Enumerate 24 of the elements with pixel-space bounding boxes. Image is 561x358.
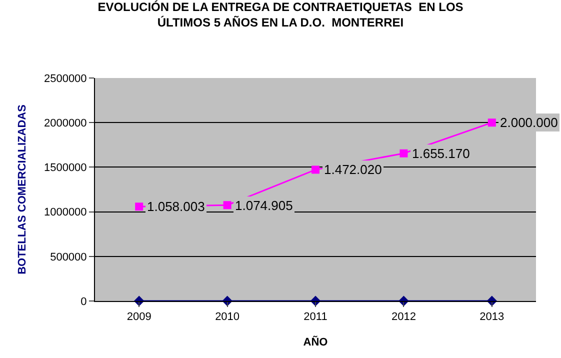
point — [135, 202, 144, 211]
x-tick-label: 2009 — [126, 311, 152, 324]
y-tick-label: 500000 — [50, 251, 87, 264]
point — [488, 118, 496, 127]
y-axis-title: BOTELLAS COMERCIALIZADAS — [16, 104, 29, 274]
x-tick-label: 2012 — [391, 311, 416, 324]
y-tick-label: 2000000 — [44, 117, 87, 130]
data-label: 1.472.020 — [324, 162, 382, 177]
x-tick-label: 2013 — [480, 311, 504, 324]
x-axis-title: AÑO — [303, 335, 328, 348]
point — [312, 166, 320, 174]
x-tick-label: 2010 — [215, 311, 240, 324]
y-tick-label: 0 — [80, 296, 87, 308]
point — [400, 149, 408, 158]
y-tick-label: 1000000 — [44, 206, 87, 219]
x-tick-label: 2011 — [304, 311, 328, 324]
data-label: 2.000.000 — [500, 115, 558, 130]
data-label: 1.074.905 — [235, 198, 293, 213]
data-label: 1.655.170 — [412, 146, 470, 161]
chart-title: EVOLUCIÓN DE LA ENTREGA DE CONTRAETIQUETAS EN LOS ÚLTIMOS 5 AÑOS EN LA D.O. MONTERREI — [98, 0, 464, 30]
y-tick-label: 1500000 — [44, 162, 87, 174]
data-label: 1.058.003 — [147, 199, 205, 214]
y-tick-label: 2500000 — [44, 72, 87, 85]
point — [223, 201, 232, 210]
